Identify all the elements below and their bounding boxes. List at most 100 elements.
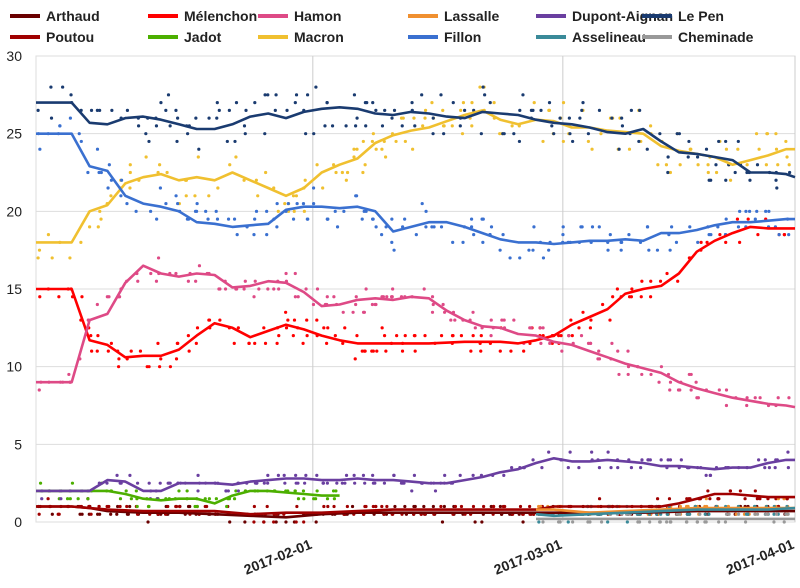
poll-point-hamon [689, 372, 693, 377]
poll-point-le pen [312, 132, 316, 136]
poll-point-le pen [330, 124, 335, 128]
poll-point-fillon [176, 201, 180, 206]
poll-point-dupont-aignan [224, 489, 228, 493]
poll-point-macron [128, 170, 132, 175]
poll-point-mélenchon [232, 341, 236, 345]
poll-point-hamon [252, 295, 256, 299]
poll-point-arthaud [50, 512, 54, 516]
poll-point-fillon [541, 256, 546, 260]
poll-point-mélenchon [117, 357, 121, 361]
poll-point-dupont-aignan [547, 450, 551, 454]
poll-point-mélenchon [724, 240, 728, 244]
poll-point-macron [46, 233, 51, 237]
poll-point-arthaud [489, 504, 493, 509]
poll-point-le pen [686, 155, 690, 159]
poll-point-le pen [263, 132, 267, 136]
poll-point-dupont-aignan [471, 473, 475, 477]
poll-point-mélenchon [322, 326, 326, 330]
poll-point-le pen [49, 116, 54, 120]
poll-point-macron [423, 108, 428, 112]
poll-point-mélenchon [479, 334, 483, 338]
poll-point-mélenchon [355, 334, 359, 338]
poll-point-mélenchon [186, 334, 190, 338]
poll-point-poutou [597, 497, 602, 501]
poll-point-macron [36, 256, 40, 260]
poll-point-asselineau [746, 512, 750, 516]
poll-point-mélenchon [439, 334, 444, 338]
poll-point-fillon [164, 201, 168, 206]
legend-label: Poutou [46, 29, 94, 45]
poll-point-macron [109, 194, 113, 198]
poll-point-hamon [95, 302, 99, 307]
poll-point-mélenchon [218, 318, 222, 322]
poll-point-le pen [354, 124, 358, 128]
legend-label: Jadot [184, 29, 222, 45]
poll-point-cheminade [782, 520, 786, 524]
y-tick-label: 0 [14, 514, 22, 530]
poll-point-cheminade [588, 520, 592, 524]
poll-point-mélenchon [471, 334, 475, 338]
poll-point-hamon [616, 349, 620, 353]
poll-point-poutou [755, 497, 759, 501]
y-tick-label: 20 [6, 203, 22, 219]
poll-point-fillon [326, 217, 330, 221]
poll-point-le pen [371, 101, 375, 105]
poll-point-fillon [134, 209, 138, 213]
poll-point-macron [345, 170, 350, 175]
poll-point-macron [421, 124, 425, 128]
poll-point-poutou [528, 504, 532, 509]
poll-point-dupont-aignan [763, 466, 767, 470]
poll-point-dupont-aignan [629, 466, 634, 470]
poll-point-hamon [293, 271, 297, 276]
poll-point-macron [184, 194, 188, 198]
poll-point-dupont-aignan [59, 497, 63, 501]
poll-point-jadot [65, 497, 70, 501]
poll-point-hamon [441, 302, 445, 307]
poll-point-mélenchon [608, 318, 612, 322]
poll-point-le pen [36, 108, 40, 112]
poll-point-macron [450, 124, 454, 128]
poll-point-jadot [86, 497, 90, 501]
poll-point-fillon [688, 225, 692, 229]
poll-point-macron [292, 209, 296, 213]
poll-point-cheminade [599, 520, 604, 524]
poll-point-fillon [532, 225, 536, 229]
poll-point-le pen [263, 93, 267, 97]
poll-point-le pen [748, 178, 752, 182]
legend-label: Dupont-Aignan [572, 8, 673, 24]
poll-point-dupont-aignan [433, 489, 438, 493]
poll-point-macron [785, 155, 789, 159]
poll-point-mélenchon [640, 279, 644, 283]
poll-point-hamon [370, 302, 374, 307]
poll-point-poutou [37, 512, 41, 516]
poll-point-le pen [49, 85, 53, 89]
poll-point-poutou [345, 504, 349, 509]
poll-point-poutou [503, 504, 507, 509]
poll-point-le pen [666, 155, 670, 159]
poll-point-mélenchon [284, 326, 289, 330]
poll-point-fillon [424, 209, 428, 213]
poll-point-hamon [626, 372, 630, 377]
poll-point-poutou [89, 512, 93, 516]
poll-point-asselineau [625, 520, 629, 524]
poll-point-dupont-aignan [609, 466, 613, 470]
poll-point-fillon [736, 225, 741, 229]
poll-point-dupont-aignan [135, 481, 140, 485]
poll-point-dupont-aignan [40, 497, 44, 501]
poll-point-cheminade [724, 512, 729, 516]
trend-line-mélenchon [36, 225, 795, 359]
poll-point-fillon [125, 201, 129, 206]
poll-point-mélenchon [284, 310, 288, 314]
poll-point-hamon [745, 403, 749, 408]
poll-point-hamon [354, 302, 358, 307]
poll-point-mélenchon [380, 326, 384, 330]
poll-point-macron [656, 163, 660, 167]
poll-point-hamon [37, 388, 41, 392]
poll-point-fillon [424, 225, 428, 229]
poll-point-le pen [194, 116, 198, 120]
poll-point-le pen [675, 132, 679, 136]
poll-point-fillon [655, 248, 660, 252]
poll-point-le pen [69, 93, 73, 97]
poll-point-le pen [463, 108, 467, 112]
